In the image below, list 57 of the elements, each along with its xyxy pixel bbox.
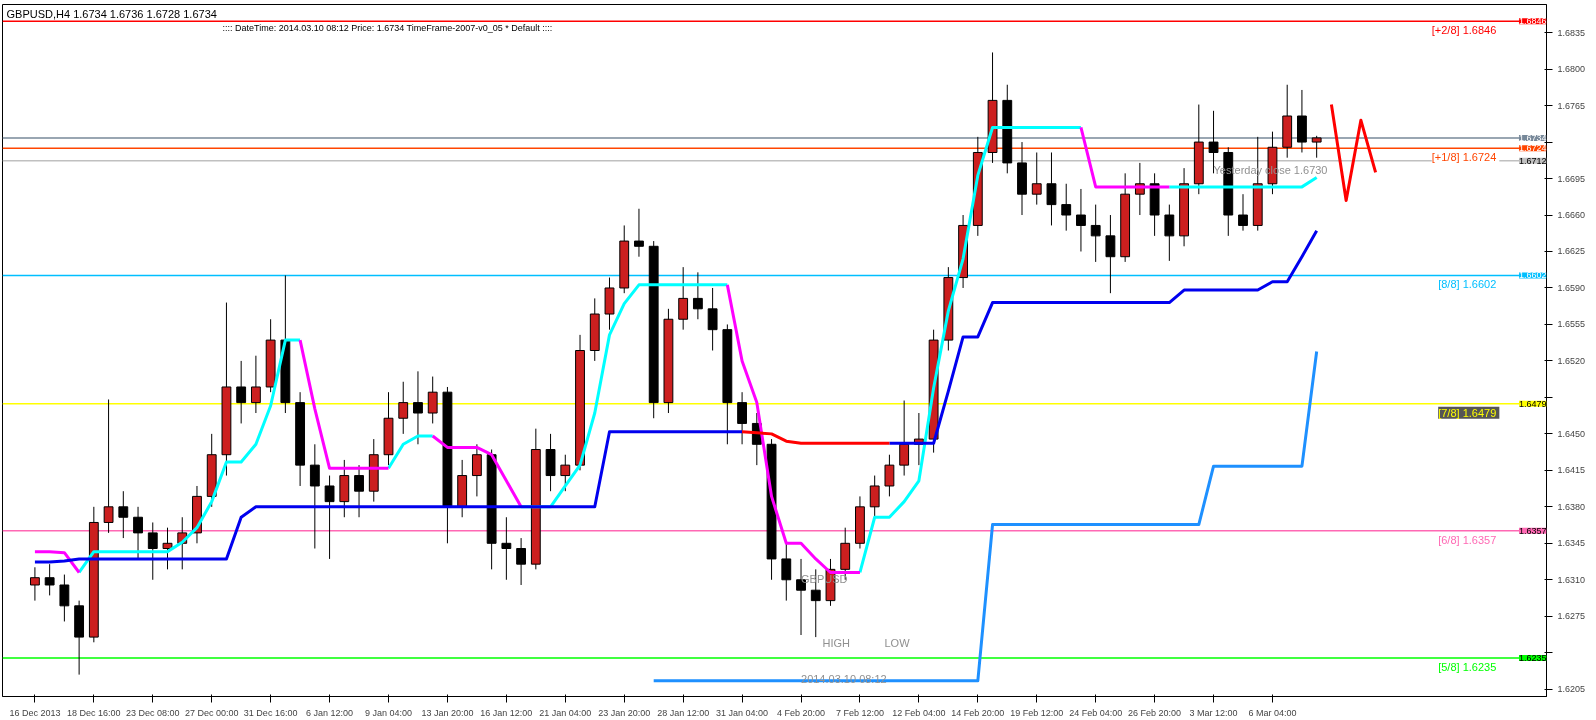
annotation: 1.6602	[1518, 270, 1547, 281]
y-tick-label: 1.6450	[1557, 428, 1586, 439]
y-tick-label: 1.6345	[1557, 538, 1586, 549]
ref-line-label: [7/8] 1.6479	[1438, 406, 1497, 419]
y-tick-label: 1.6555	[1557, 319, 1586, 330]
annotation: 1.6846	[1518, 16, 1547, 27]
x-tick-label: 18 Dec 16:00	[67, 707, 121, 718]
y-tick-label: 1.6800	[1557, 64, 1586, 75]
y-tick-label: 1.6380	[1557, 501, 1586, 512]
x-tick-label: 21 Jan 04:00	[539, 707, 592, 718]
y-tick-label: 1.6310	[1557, 574, 1586, 585]
x-tick-label: 24 Feb 04:00	[1069, 707, 1123, 718]
annotation: 1.6724	[1518, 143, 1547, 154]
ref-line-label: [5/8] 1.6235	[1438, 660, 1497, 673]
annotation: 1.6712	[1518, 155, 1547, 166]
x-tick-label: 6 Jan 12:00	[306, 707, 354, 718]
annotation: LOW	[884, 636, 911, 649]
ref-line-label: [+2/8] 1.6846	[1431, 24, 1497, 37]
y-tick-label: 1.6415	[1557, 465, 1586, 476]
y-tick-label: 1.6660	[1557, 210, 1586, 221]
annotation: :::: DateTime: 2014.03.10 08:12 Price: 1.6734 TimeFrame-2007-v0_05 * Default ::::	[222, 22, 553, 33]
x-tick-label: 3 Mar 12:00	[1189, 707, 1238, 718]
annotation: 1.6357	[1518, 525, 1547, 536]
x-tick-label: 23 Dec 08:00	[126, 707, 180, 718]
x-tick-label: 4 Feb 20:00	[777, 707, 826, 718]
annotation: HIGH	[822, 636, 851, 649]
y-tick-label: 1.6205	[1557, 684, 1586, 695]
x-tick-label: 27 Dec 00:00	[184, 707, 239, 718]
y-tick-label: 1.6590	[1557, 282, 1586, 293]
x-tick-label: 23 Jan 20:00	[598, 707, 651, 718]
annotation: 1.6479	[1518, 398, 1547, 409]
x-tick-label: 9 Jan 04:00	[364, 707, 413, 718]
y-tick-label: 1.6695	[1557, 173, 1586, 184]
ref-line-label: [8/8] 1.6602	[1438, 278, 1497, 291]
y-tick-label: 1.6835	[1557, 27, 1586, 38]
x-tick-label: 7 Feb 12:00	[835, 707, 884, 718]
x-tick-label: 14 Feb 20:00	[951, 707, 1005, 718]
annotation: 2014.03.10 08:12	[801, 672, 887, 685]
x-tick-label: 6 Mar 04:00	[1248, 707, 1297, 718]
x-tick-label: 16 Dec 2013	[9, 707, 61, 718]
annotation: 1.6235	[1518, 652, 1547, 663]
x-tick-label: 26 Feb 20:00	[1128, 707, 1182, 718]
y-tick-label: 1.6765	[1557, 100, 1586, 111]
ref-line-label: [+1/8] 1.6724	[1431, 151, 1497, 164]
x-tick-label: 28 Jan 12:00	[657, 707, 710, 718]
x-tick-label: 31 Dec 16:00	[243, 707, 298, 718]
x-tick-label: 16 Jan 12:00	[480, 707, 533, 718]
chart-title: GBPUSD,H4 1.6734 1.6736 1.6728 1.6734	[6, 7, 217, 20]
x-tick-label: 31 Jan 04:00	[716, 707, 769, 718]
y-tick-label: 1.6275	[1557, 611, 1586, 622]
x-tick-label: 12 Feb 04:00	[892, 707, 946, 718]
ref-line-label: [6/8] 1.6357	[1438, 533, 1497, 546]
x-tick-label: 19 Feb 12:00	[1010, 707, 1064, 718]
y-tick-label: 1.6520	[1557, 355, 1586, 366]
annotation: 1.6734	[1518, 132, 1547, 143]
x-tick-label: 13 Jan 20:00	[421, 707, 474, 718]
y-tick-label: 1.6625	[1557, 246, 1586, 257]
